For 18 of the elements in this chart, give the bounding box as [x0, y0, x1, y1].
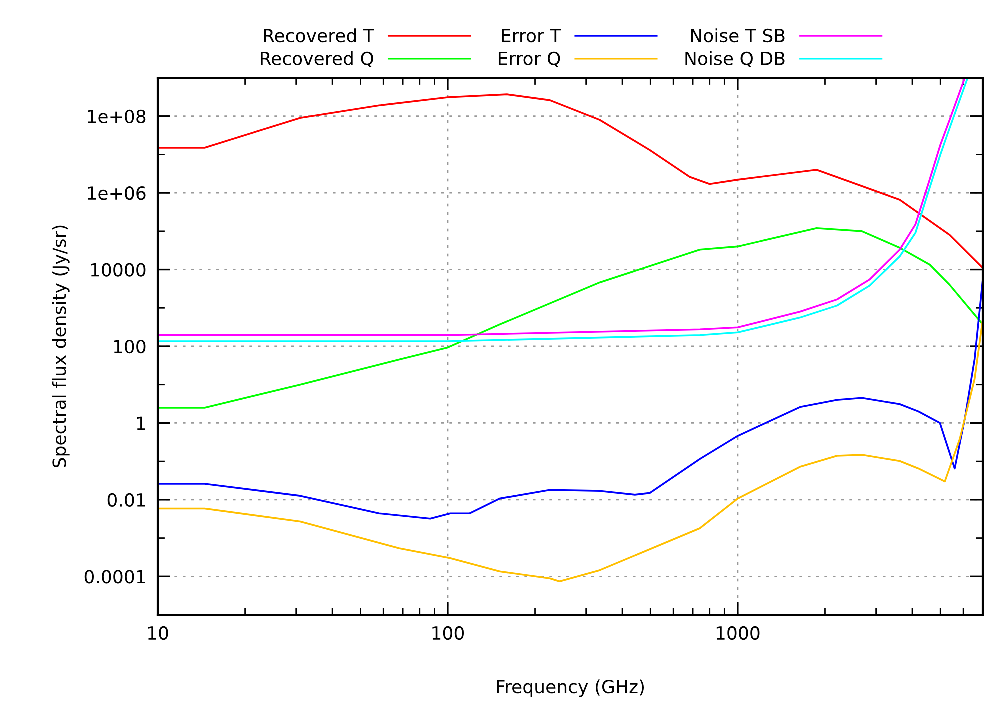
y-tick-label: 10000: [91, 263, 146, 277]
legend-label: Noise T SB: [691, 28, 785, 43]
x-tick-label: 1000: [716, 626, 760, 640]
y-tick-label: 1e+06: [88, 186, 146, 200]
legend-label: Error Q: [498, 52, 560, 68]
x-tick-label: 10: [148, 626, 168, 640]
y-tick-label: 1e+08: [88, 110, 146, 124]
legend-label: Noise Q DB: [686, 52, 785, 68]
legend-label: Recovered Q: [261, 52, 374, 68]
legend-label: Error T: [502, 29, 562, 43]
y-tick-label: 0.0001: [84, 570, 146, 584]
x-tick-label: 100: [432, 626, 464, 640]
legend-label: Recovered T: [264, 28, 374, 43]
y-tick-label: 0.01: [108, 493, 146, 508]
y-axis-title: Spectral flux density (Jy/sr): [52, 226, 70, 468]
y-tick-label: 1: [137, 416, 146, 430]
y-tick-label: 100: [114, 340, 146, 354]
x-axis-title: Frequency (GHz): [497, 680, 644, 698]
